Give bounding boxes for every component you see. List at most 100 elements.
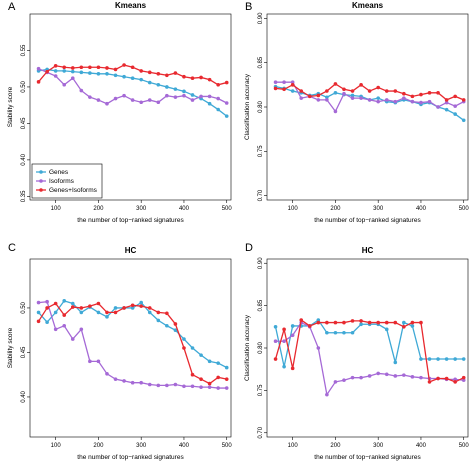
data-point-genes-isoforms bbox=[367, 320, 372, 325]
data-point-genes bbox=[139, 77, 143, 82]
data-point-isoforms bbox=[62, 82, 67, 87]
x-tick-label: 400 bbox=[416, 443, 427, 449]
x-tick-label: 500 bbox=[222, 206, 233, 212]
data-point-genes-isoforms bbox=[316, 93, 321, 98]
data-point-genes-isoforms bbox=[224, 377, 229, 381]
x-tick-label: 400 bbox=[416, 206, 427, 212]
data-point-genes bbox=[402, 320, 406, 325]
data-point-isoforms bbox=[384, 98, 389, 102]
data-point-genes bbox=[122, 74, 126, 79]
data-point-isoforms bbox=[316, 346, 321, 350]
data-point-isoforms bbox=[147, 382, 152, 387]
data-point-genes-isoforms bbox=[299, 89, 304, 93]
data-point-genes bbox=[62, 299, 67, 303]
data-point-genes bbox=[410, 324, 415, 328]
data-point-genes bbox=[444, 357, 449, 361]
y-tick-label: 0.85 bbox=[258, 56, 264, 68]
y-axis-title: Classification accuracy bbox=[244, 314, 251, 381]
data-point-isoforms bbox=[113, 377, 118, 381]
data-point-isoforms bbox=[122, 379, 126, 383]
data-point-isoforms bbox=[182, 384, 186, 389]
data-point-genes-isoforms bbox=[299, 318, 304, 322]
data-point-isoforms bbox=[216, 96, 220, 101]
y-tick-label: 0.50 bbox=[21, 301, 27, 313]
legend-swatch-point bbox=[39, 188, 43, 192]
data-point-isoforms bbox=[453, 377, 457, 382]
y-tick-label: 0.70 bbox=[258, 189, 264, 201]
data-point-genes bbox=[461, 118, 466, 123]
data-point-genes bbox=[105, 315, 109, 319]
data-point-isoforms bbox=[367, 98, 372, 102]
chart-title: HC bbox=[125, 246, 137, 255]
data-point-genes-isoforms bbox=[70, 66, 75, 70]
data-point-isoforms bbox=[53, 74, 58, 78]
data-point-genes-isoforms bbox=[307, 324, 312, 328]
data-point-genes-isoforms bbox=[384, 320, 389, 325]
data-point-isoforms bbox=[224, 101, 229, 105]
data-point-genes-isoforms bbox=[444, 98, 449, 102]
data-point-isoforms bbox=[45, 299, 49, 304]
data-point-genes-isoforms bbox=[122, 306, 126, 310]
data-point-genes-isoforms bbox=[419, 92, 423, 97]
y-tick-label: 0.85 bbox=[258, 299, 264, 311]
data-point-genes bbox=[96, 72, 101, 76]
data-point-genes bbox=[173, 87, 178, 91]
data-point-genes-isoforms bbox=[376, 320, 380, 325]
data-point-isoforms bbox=[139, 380, 143, 385]
data-point-isoforms bbox=[461, 378, 466, 383]
panel-letter: B bbox=[245, 1, 252, 13]
data-point-genes bbox=[290, 324, 295, 328]
data-point-genes-isoforms bbox=[79, 306, 84, 310]
data-point-isoforms bbox=[190, 384, 195, 389]
data-point-isoforms bbox=[410, 375, 415, 379]
y-tick-label: 0.40 bbox=[21, 153, 27, 165]
chart-title: HC bbox=[362, 246, 374, 255]
data-point-genes-isoforms bbox=[199, 377, 203, 381]
data-point-isoforms bbox=[282, 339, 286, 344]
data-point-genes bbox=[88, 71, 92, 75]
data-point-genes-isoforms bbox=[393, 89, 398, 93]
data-point-isoforms bbox=[88, 359, 92, 364]
data-point-isoforms bbox=[376, 99, 380, 104]
data-point-genes bbox=[376, 96, 380, 100]
series-line-isoforms bbox=[275, 81, 465, 113]
data-point-isoforms bbox=[325, 392, 329, 397]
data-point-genes bbox=[130, 306, 135, 310]
data-point-genes bbox=[427, 357, 432, 361]
y-tick-label: 0.45 bbox=[21, 117, 27, 129]
data-point-genes bbox=[165, 323, 169, 328]
data-point-genes bbox=[461, 357, 466, 361]
data-point-genes bbox=[45, 320, 49, 324]
x-axis-title: the number of top−ranked signatures bbox=[314, 454, 421, 461]
y-tick-label: 0.90 bbox=[258, 257, 264, 269]
chart-title: Kmeans bbox=[352, 1, 384, 10]
x-tick-label: 200 bbox=[330, 443, 341, 449]
legend-label: Genes+Isoforms bbox=[49, 187, 98, 194]
data-point-genes bbox=[419, 357, 423, 361]
data-point-isoforms bbox=[299, 96, 304, 100]
data-point-genes bbox=[333, 330, 338, 335]
data-point-isoforms bbox=[325, 98, 329, 102]
data-point-isoforms bbox=[156, 100, 161, 105]
data-point-isoforms bbox=[173, 95, 178, 99]
data-point-genes-isoforms bbox=[402, 325, 406, 329]
plot-frame bbox=[29, 258, 232, 438]
data-point-genes-isoforms bbox=[88, 304, 92, 308]
data-point-genes-isoforms bbox=[436, 91, 440, 95]
data-point-genes bbox=[62, 69, 67, 73]
data-point-genes bbox=[105, 72, 109, 76]
data-point-isoforms bbox=[79, 327, 84, 332]
chart-title: Kmeans bbox=[115, 1, 147, 10]
data-point-genes bbox=[70, 69, 75, 74]
data-point-isoforms bbox=[190, 98, 195, 102]
data-point-genes bbox=[342, 330, 346, 335]
data-point-isoforms bbox=[216, 386, 220, 390]
data-point-genes bbox=[182, 337, 186, 341]
data-point-genes-isoforms bbox=[342, 320, 346, 325]
x-tick-label: 200 bbox=[93, 443, 104, 449]
data-point-isoforms bbox=[350, 375, 355, 380]
data-point-isoforms bbox=[367, 374, 372, 378]
plot-frame bbox=[266, 258, 469, 438]
data-point-genes bbox=[393, 360, 398, 365]
data-point-isoforms bbox=[122, 93, 126, 98]
